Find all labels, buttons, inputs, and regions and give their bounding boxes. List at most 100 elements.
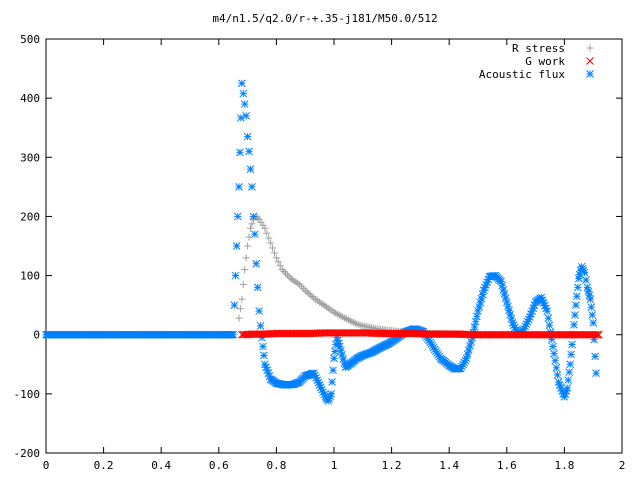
x-tick-label: 0.2 bbox=[94, 459, 114, 472]
data-point bbox=[230, 301, 239, 309]
y-tick-label: -100 bbox=[14, 388, 41, 401]
data-point bbox=[255, 307, 263, 315]
data-point bbox=[470, 323, 479, 331]
data-point bbox=[261, 224, 269, 232]
data-point bbox=[236, 305, 244, 313]
x-axis: 0 0.2 0.4 0.6 0.8 1 1.2 1.4 1.6 1.8 2 bbox=[43, 39, 626, 472]
data-point bbox=[285, 273, 293, 281]
data-point bbox=[245, 147, 253, 156]
y-tick-label: -200 bbox=[14, 447, 41, 460]
x-tick-label: 1.4 bbox=[439, 459, 459, 472]
data-point bbox=[263, 229, 271, 237]
data-point bbox=[305, 289, 313, 297]
data-point bbox=[276, 262, 284, 270]
data-point bbox=[252, 259, 261, 268]
data-point bbox=[591, 330, 600, 339]
data-point bbox=[267, 239, 275, 247]
data-point bbox=[565, 368, 574, 377]
data-point bbox=[567, 350, 575, 359]
data-point bbox=[306, 291, 314, 299]
data-point bbox=[248, 220, 256, 228]
data-point bbox=[301, 286, 309, 294]
legend-label: Acoustic flux bbox=[479, 68, 565, 81]
data-point bbox=[551, 356, 560, 365]
data-point bbox=[327, 390, 335, 398]
data-point bbox=[233, 212, 242, 221]
data-point bbox=[580, 268, 589, 277]
data-point bbox=[573, 292, 581, 301]
x-tick-label: 0.8 bbox=[266, 459, 286, 472]
x-tick-label: 0.4 bbox=[151, 459, 171, 472]
y-tick-label: 200 bbox=[20, 210, 40, 223]
data-point bbox=[259, 342, 267, 351]
data-point bbox=[249, 212, 258, 221]
data-point bbox=[238, 295, 246, 303]
chart-title: m4/n1.5/q2.0/r-+.35-j181/M50.0/512 bbox=[212, 12, 437, 25]
data-point bbox=[253, 283, 262, 292]
data-point bbox=[328, 378, 336, 386]
data-point bbox=[591, 352, 599, 361]
data-point bbox=[348, 318, 356, 326]
data-point bbox=[595, 330, 603, 339]
data-point bbox=[346, 317, 354, 325]
series-g-work bbox=[237, 329, 603, 339]
data-point bbox=[229, 330, 238, 339]
data-point bbox=[280, 267, 288, 275]
data-point bbox=[274, 258, 282, 266]
legend-marker bbox=[586, 44, 594, 52]
data-point bbox=[241, 266, 249, 274]
y-tick-label: 300 bbox=[20, 151, 40, 164]
data-point bbox=[308, 293, 316, 301]
data-point bbox=[283, 271, 291, 279]
data-point bbox=[250, 230, 259, 239]
x-tick-label: 0 bbox=[43, 459, 50, 472]
data-point bbox=[235, 183, 243, 191]
data-point bbox=[323, 303, 331, 311]
data-point bbox=[544, 314, 553, 323]
data-point bbox=[269, 244, 277, 252]
data-point bbox=[246, 224, 254, 232]
data-point bbox=[282, 269, 290, 277]
data-point bbox=[549, 342, 557, 351]
data-point bbox=[471, 317, 480, 326]
data-point bbox=[272, 254, 280, 262]
data-point bbox=[572, 301, 580, 309]
data-point bbox=[232, 242, 241, 250]
data-point bbox=[244, 242, 252, 250]
data-point bbox=[270, 249, 278, 257]
legend-marker bbox=[586, 57, 594, 65]
data-point bbox=[588, 311, 597, 319]
data-point bbox=[231, 271, 240, 280]
x-tick-label: 2 bbox=[619, 459, 626, 472]
data-point bbox=[337, 312, 345, 320]
data-point bbox=[573, 283, 582, 292]
legend-label: G work bbox=[525, 55, 565, 68]
data-point bbox=[235, 314, 243, 322]
series-layer bbox=[42, 79, 603, 405]
data-point bbox=[239, 280, 247, 288]
data-point bbox=[256, 321, 265, 330]
data-point bbox=[278, 266, 286, 274]
y-axis: 500 400 300 200 100 0 -100 -200 bbox=[14, 33, 622, 460]
data-point bbox=[571, 311, 579, 319]
data-point bbox=[344, 316, 352, 324]
data-point bbox=[587, 303, 596, 311]
data-point bbox=[553, 371, 562, 379]
data-point bbox=[552, 363, 561, 372]
data-point bbox=[248, 183, 256, 191]
data-point bbox=[563, 384, 572, 392]
y-tick-label: 100 bbox=[20, 270, 40, 283]
x-tick-label: 1.2 bbox=[382, 459, 402, 472]
data-point bbox=[246, 165, 255, 173]
data-point bbox=[592, 369, 600, 378]
data-point bbox=[582, 276, 590, 284]
data-point bbox=[242, 112, 251, 120]
data-point bbox=[265, 234, 273, 242]
data-point bbox=[240, 100, 249, 108]
data-point bbox=[589, 319, 598, 327]
data-point bbox=[330, 354, 338, 363]
data-point bbox=[351, 319, 359, 327]
x-tick-label: 1.8 bbox=[554, 459, 574, 472]
